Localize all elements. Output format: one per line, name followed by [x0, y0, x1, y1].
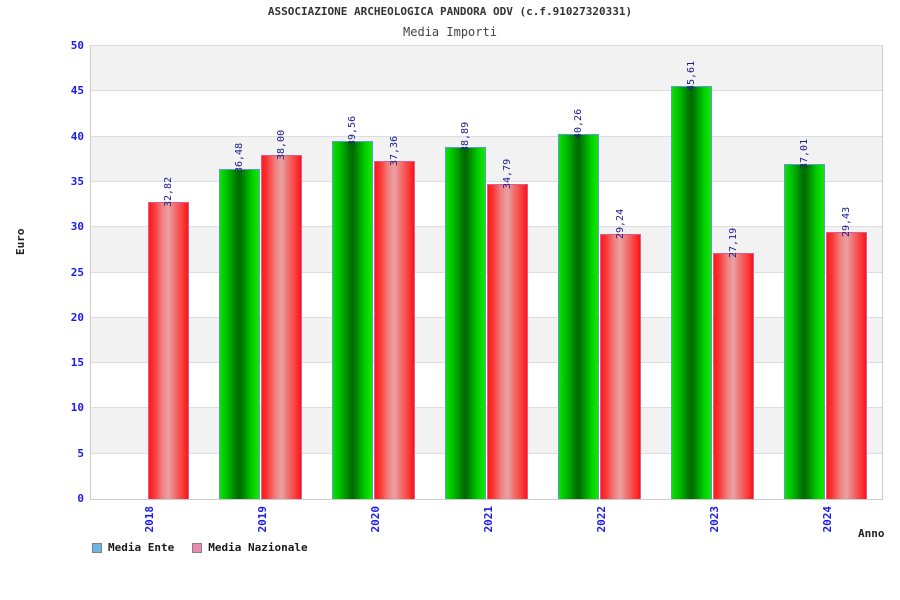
- x-tick-label-2020: 2020: [368, 506, 382, 533]
- bar-value-label: 39,56: [346, 115, 358, 146]
- bar-media-nazionale[interactable]: [487, 183, 528, 499]
- y-tick-label: 45: [70, 84, 84, 98]
- gridline: [91, 316, 882, 318]
- bar-value-label: 27,19: [727, 227, 739, 258]
- bar-value-label: 36,48: [233, 143, 245, 174]
- y-tick-label: 25: [70, 265, 84, 279]
- legend-label: Media Ente: [108, 541, 175, 554]
- bar-media-ente[interactable]: [558, 134, 599, 499]
- chart-title: ASSOCIAZIONE ARCHEOLOGICA PANDORA ODV (c…: [267, 5, 633, 18]
- bar-media-ente[interactable]: [671, 85, 712, 499]
- bar-media-nazionale[interactable]: [600, 234, 641, 499]
- plot-area: 32,82 36,48 38,00 39,56 37,36 38,89 34,79 40,26…: [90, 45, 883, 500]
- bar-media-ente[interactable]: [219, 168, 260, 499]
- gridline: [91, 452, 882, 454]
- bar-media-ente[interactable]: [784, 163, 825, 499]
- x-axis-tick-labels: 2018 2019 2020 2021 2022 2023 2024: [90, 500, 883, 545]
- bar-media-ente[interactable]: [445, 146, 486, 499]
- x-tick-label-2018: 2018: [142, 506, 156, 533]
- gridline: [91, 90, 882, 92]
- x-axis-title: Anno: [858, 527, 885, 540]
- bar-media-nazionale[interactable]: [713, 252, 754, 499]
- legend-label: Media Nazionale: [208, 541, 308, 554]
- bar-media-nazionale[interactable]: [374, 160, 415, 499]
- gridline: [91, 180, 882, 182]
- x-tick-label-2023: 2023: [707, 506, 721, 533]
- gridline: [91, 362, 882, 364]
- y-tick-label: 10: [70, 401, 84, 415]
- bar-value-label: 37,01: [798, 138, 810, 169]
- bar-value-label: 34,79: [501, 158, 513, 189]
- bar-value-label: 38,89: [459, 121, 471, 152]
- y-tick-label: 35: [70, 174, 84, 188]
- y-tick-label: 20: [70, 310, 84, 324]
- y-axis-tick-labels: 0 5 10 15 20 25 30 35 40 45 50: [46, 39, 84, 505]
- value-labels-layer: 32,82 36,48 38,00 39,56 37,36 38,89 34,79 40,26…: [91, 46, 882, 499]
- y-axis-title: Euro: [14, 228, 27, 256]
- y-tick-label: 50: [70, 39, 84, 52]
- y-tick-label: 0: [77, 492, 84, 505]
- bar-media-ente[interactable]: [332, 140, 373, 499]
- chart-subtitle: Media Importi: [403, 25, 497, 39]
- bars-layer: [91, 46, 882, 499]
- y-tick-label: 40: [70, 129, 84, 143]
- bar-media-nazionale[interactable]: [826, 232, 867, 499]
- bar-value-label: 29,43: [840, 207, 852, 238]
- bar-value-label: 40,26: [572, 109, 584, 140]
- x-tick-label-2022: 2022: [594, 506, 608, 533]
- x-tick-label-2019: 2019: [255, 506, 269, 533]
- bar-value-label: 45,61: [685, 60, 697, 91]
- gridline: [91, 135, 882, 137]
- y-tick-label: 30: [70, 220, 84, 234]
- legend-swatch-icon: [92, 542, 102, 553]
- bar-value-label: 32,82: [162, 176, 174, 207]
- x-tick-label-2024: 2024: [820, 506, 834, 533]
- y-tick-label: 15: [70, 356, 84, 370]
- gridline: [91, 45, 882, 46]
- band-stripe: [91, 46, 882, 92]
- x-tick-label-2021: 2021: [481, 506, 495, 533]
- y-tick-label: 5: [77, 446, 84, 460]
- bar-media-nazionale[interactable]: [261, 154, 302, 499]
- legend-item-media-nazionale[interactable]: Media Nazionale: [192, 541, 308, 554]
- legend-item-media-ente[interactable]: Media Ente: [92, 541, 174, 554]
- bar-value-label: 29,24: [614, 208, 626, 240]
- chart-legend: Media Ente Media Nazionale: [92, 541, 308, 554]
- legend-swatch-icon: [192, 542, 203, 553]
- gridline: [91, 271, 882, 273]
- bar-value-label: 38,00: [275, 129, 287, 160]
- gridline: [91, 226, 882, 228]
- gridline: [91, 407, 882, 409]
- bar-media-nazionale[interactable]: [148, 201, 189, 499]
- bar-value-label: 37,36: [388, 135, 400, 166]
